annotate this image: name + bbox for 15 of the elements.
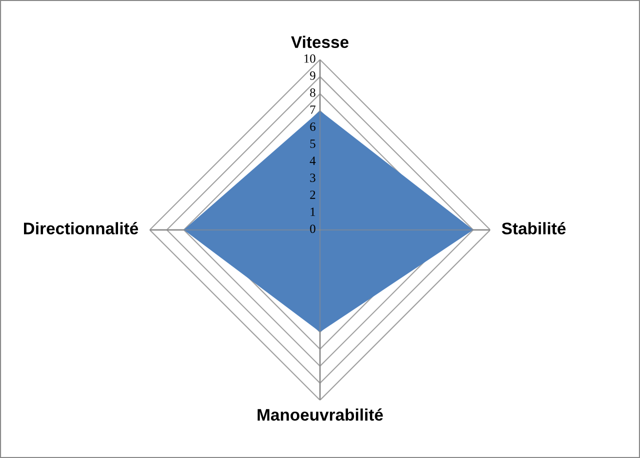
y-tick-label: 2 [310,190,316,199]
spoke-label: Directionnalité [24,222,138,234]
y-tick-label: 7 [310,106,316,114]
y-tick-label: 6 [310,122,316,131]
y-tick-label: 10 [304,54,316,63]
y-tick-label: 5 [310,140,316,148]
spoke-label: Manoeuvrabilité [258,408,383,421]
y-tick-label: 9 [310,71,316,80]
y-tick-label: 0 [310,224,316,234]
spoke-label: Stabilité [502,222,566,234]
y-tick-label: 1 [310,208,316,216]
spoke-label: Vitesse [291,36,348,48]
y-tick-label: 4 [310,156,316,165]
y-tick-label: 3 [310,174,316,182]
y-tick-label: 8 [310,88,316,97]
